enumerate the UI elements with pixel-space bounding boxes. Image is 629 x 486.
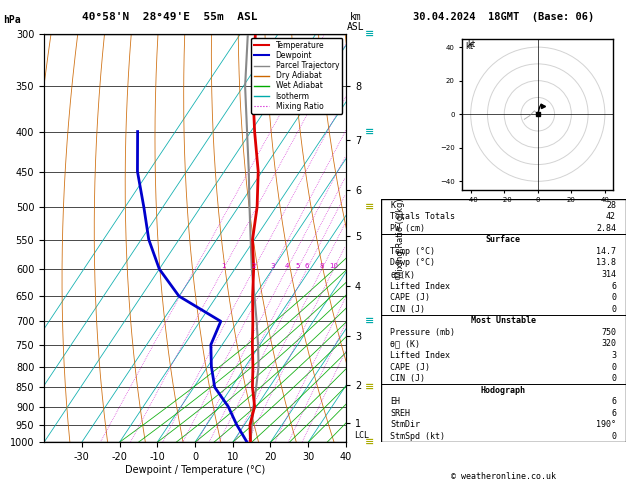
Text: 2.84: 2.84 [596,224,616,233]
Y-axis label: Mixing Ratio (g/kg): Mixing Ratio (g/kg) [396,198,405,278]
Text: ≡: ≡ [365,126,374,137]
Text: 314: 314 [601,270,616,279]
X-axis label: Dewpoint / Temperature (°C): Dewpoint / Temperature (°C) [125,465,265,475]
Legend: Temperature, Dewpoint, Parcel Trajectory, Dry Adiabat, Wet Adiabat, Isotherm, Mi: Temperature, Dewpoint, Parcel Trajectory… [251,38,342,114]
Text: ≡: ≡ [365,316,374,326]
Text: 6: 6 [304,263,309,269]
Text: 0: 0 [611,432,616,441]
Text: LCL: LCL [354,431,369,440]
Text: 40°58'N  28°49'E  55m  ASL: 40°58'N 28°49'E 55m ASL [82,12,258,22]
Text: ≡: ≡ [365,382,374,392]
Text: 2: 2 [252,263,256,269]
Text: 14.7: 14.7 [596,247,616,256]
Text: 28: 28 [606,201,616,209]
Text: 0: 0 [611,293,616,302]
Text: StmDir: StmDir [391,420,420,430]
Text: kt: kt [467,40,476,49]
Text: CIN (J): CIN (J) [391,374,425,383]
Text: PW (cm): PW (cm) [391,224,425,233]
Text: 8: 8 [320,263,324,269]
Text: hPa: hPa [3,15,21,25]
Text: Pressure (mb): Pressure (mb) [391,328,455,337]
Text: Hodograph: Hodograph [481,386,526,395]
Text: kt: kt [465,42,474,51]
Text: 4: 4 [284,263,289,269]
Text: ≡: ≡ [365,202,374,212]
Text: 30.04.2024  18GMT  (Base: 06): 30.04.2024 18GMT (Base: 06) [413,12,594,22]
Text: 5: 5 [296,263,300,269]
Text: 13.8: 13.8 [596,259,616,267]
Text: Totals Totals: Totals Totals [391,212,455,221]
Text: θᴇ (K): θᴇ (K) [391,339,420,348]
Text: Dewp (°C): Dewp (°C) [391,259,435,267]
Text: © weatheronline.co.uk: © weatheronline.co.uk [451,472,555,481]
Text: Lifted Index: Lifted Index [391,281,450,291]
Text: CAPE (J): CAPE (J) [391,363,430,371]
Text: km: km [350,12,361,22]
Text: StmSpd (kt): StmSpd (kt) [391,432,445,441]
Text: 42: 42 [606,212,616,221]
Text: θᴇ(K): θᴇ(K) [391,270,415,279]
Text: 0: 0 [611,374,616,383]
Text: ≡: ≡ [365,437,374,447]
Text: 1: 1 [221,263,226,269]
Text: 3: 3 [270,263,275,269]
Text: K: K [391,201,396,209]
Text: 6: 6 [611,397,616,406]
Text: Surface: Surface [486,235,521,244]
Text: ASL: ASL [347,22,364,32]
Text: SREH: SREH [391,409,410,418]
Text: CIN (J): CIN (J) [391,305,425,313]
Text: Temp (°C): Temp (°C) [391,247,435,256]
Text: CAPE (J): CAPE (J) [391,293,430,302]
Text: Most Unstable: Most Unstable [470,316,536,325]
Text: 6: 6 [611,281,616,291]
Text: 320: 320 [601,339,616,348]
Text: 0: 0 [611,305,616,313]
Text: ≡: ≡ [365,29,374,39]
Text: 10: 10 [329,263,338,269]
Text: 190°: 190° [596,420,616,430]
Text: EH: EH [391,397,400,406]
Text: Lifted Index: Lifted Index [391,351,450,360]
Text: 3: 3 [611,351,616,360]
Text: 6: 6 [611,409,616,418]
Text: 750: 750 [601,328,616,337]
Text: 0: 0 [611,363,616,371]
